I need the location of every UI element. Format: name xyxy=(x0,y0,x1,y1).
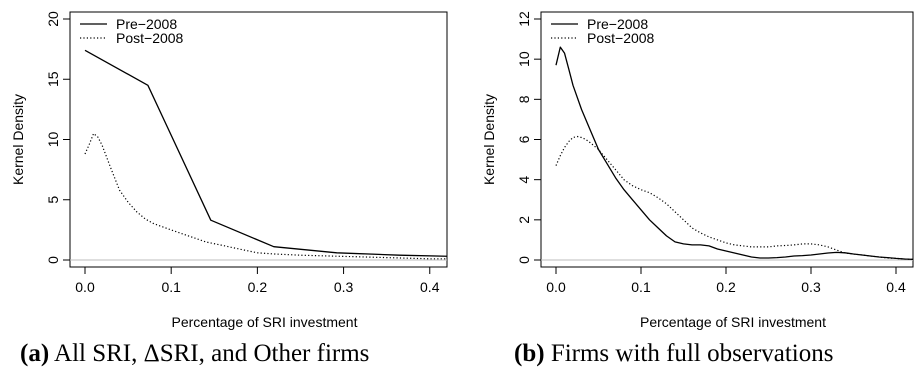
series-line-pre-2008 xyxy=(555,46,913,261)
x-tick-label: 0.3 xyxy=(801,279,821,295)
y-tick-label: 4 xyxy=(516,176,532,184)
legend-label: Pre−2008 xyxy=(116,16,177,32)
x-tick-label: 0.4 xyxy=(886,279,906,295)
chart-panel-1: 0.0 0.1 0.2 0.3 0.4 0 5 10 15 20 Percentage of SRI… xyxy=(10,11,448,330)
x-tick-label: 0.2 xyxy=(248,279,268,295)
y-tick-label: 10 xyxy=(516,51,532,67)
y-axis-label: Kernel Density xyxy=(481,94,497,185)
x-tick-label: 0.0 xyxy=(546,279,566,295)
x-tick-label: 0.3 xyxy=(334,279,354,295)
caption-b-text: Firms with full observations xyxy=(550,340,834,367)
y-tick-label: 12 xyxy=(516,11,532,27)
y-tick-label: 20 xyxy=(45,11,61,27)
caption-b: (b) Firms with full observations xyxy=(514,340,833,368)
x-axis-label: Percentage of SRI investment xyxy=(172,314,358,330)
x-tick-label: 0.1 xyxy=(161,279,181,295)
y-tick-label: 0 xyxy=(516,256,532,264)
x-tick-label: 0.2 xyxy=(716,279,736,295)
plot-frame xyxy=(540,11,914,268)
x-tick-label: 0.1 xyxy=(631,279,651,295)
caption-b-label: (b) xyxy=(514,340,545,367)
x-tick-label: 0.4 xyxy=(420,279,440,295)
legend-label: Pre−2008 xyxy=(587,16,648,32)
y-tick-label: 2 xyxy=(516,216,532,224)
x-axis-label: Percentage of SRI investment xyxy=(640,314,826,330)
y-tick-label: 0 xyxy=(45,256,61,264)
chart-panel-2: 0.0 0.1 0.2 0.3 0.4 0 2 4 6 8 10 12 Percentage of SR… xyxy=(481,11,914,330)
series-line-post-2008 xyxy=(84,132,447,260)
plot-frame xyxy=(69,11,448,268)
y-tick-label: 5 xyxy=(45,196,61,204)
y-tick-label: 6 xyxy=(516,135,532,143)
y-tick-label: 10 xyxy=(45,132,61,148)
y-tick-label: 8 xyxy=(516,95,532,103)
caption-a-label: (a) xyxy=(20,340,50,367)
y-tick-label: 15 xyxy=(45,71,61,87)
series-line-pre-2008 xyxy=(84,49,447,257)
legend-label: Post−2008 xyxy=(587,30,655,46)
caption-a: (a) All SRI, ΔSRI, and Other firms xyxy=(20,340,369,368)
series-line-post-2008 xyxy=(555,135,913,260)
caption-a-text: All SRI, ΔSRI, and Other firms xyxy=(54,340,370,367)
x-tick-label: 0.0 xyxy=(75,279,95,295)
legend-label: Post−2008 xyxy=(116,30,184,46)
y-axis-label: Kernel Density xyxy=(10,94,26,185)
